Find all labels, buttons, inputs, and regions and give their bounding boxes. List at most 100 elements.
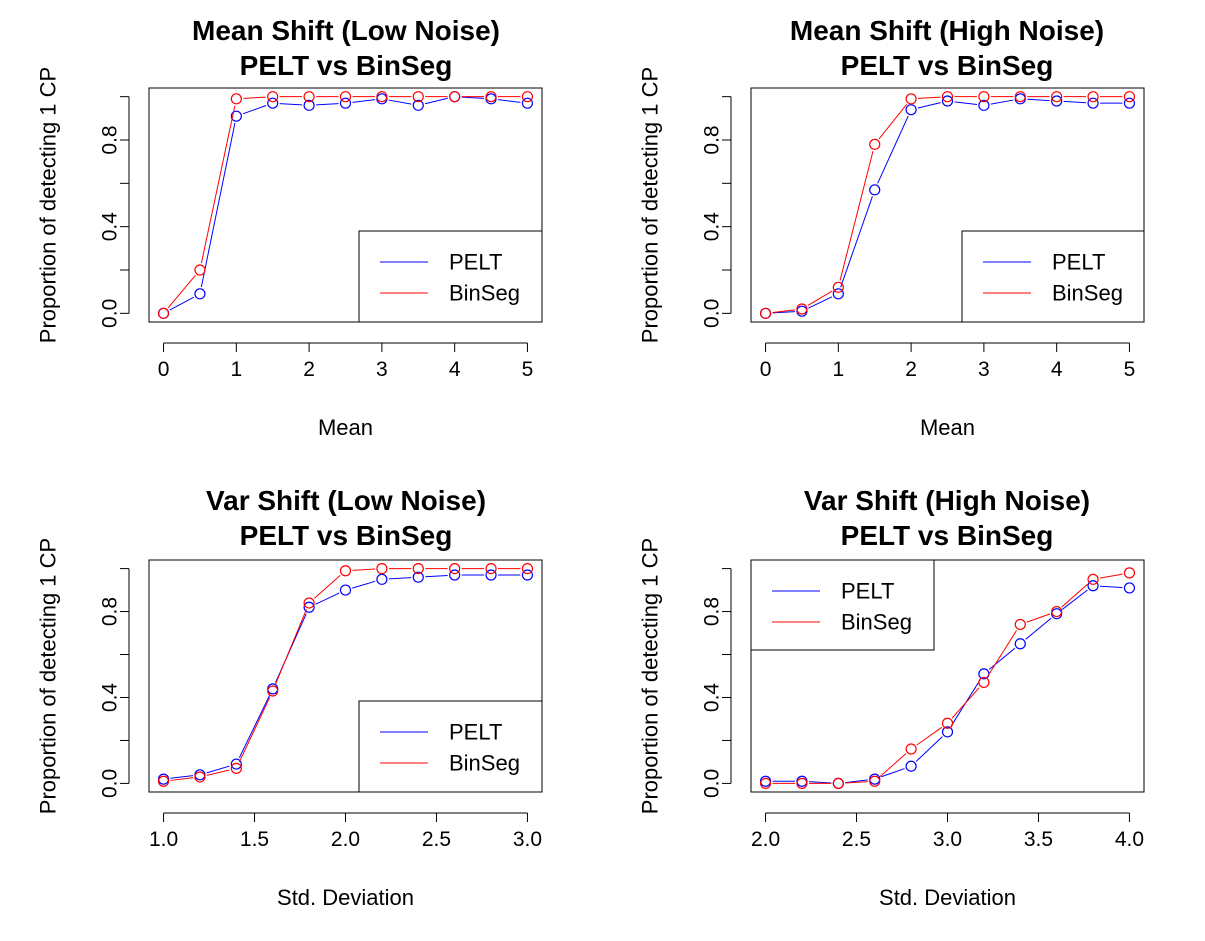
series-segment	[352, 568, 375, 571]
x-tick-label: 1.0	[149, 828, 178, 851]
x-tick-label: 1	[230, 358, 242, 381]
chart-panel-1: Mean Shift (Low Noise) PELT vs BinSeg 0 1 2 3…	[36, 15, 543, 440]
data-point	[1123, 91, 1136, 103]
series-segment	[954, 101, 977, 106]
data-point	[978, 676, 990, 689]
y-tick-label: 0.8	[701, 597, 724, 626]
data-point	[194, 288, 206, 300]
data-point	[796, 303, 808, 315]
data-point	[1087, 573, 1099, 585]
series-segment	[990, 99, 1014, 105]
x-tick-label: 5	[522, 358, 534, 381]
data-point	[376, 562, 388, 575]
plot-frame	[148, 559, 543, 793]
chart-title: Var Shift (High Noise)	[804, 485, 1090, 516]
legend: PELT BinSeg	[358, 230, 543, 323]
data-point	[869, 184, 881, 196]
data-point	[941, 95, 954, 107]
series-segment	[772, 311, 795, 314]
y-tick-label: 0.4	[99, 683, 122, 713]
series-segment	[917, 102, 941, 109]
y-axis-label: Proportion of detecting 1 CP	[638, 538, 663, 814]
legend-label: PELT	[1052, 250, 1105, 275]
data-point	[521, 569, 534, 581]
series-segment	[808, 781, 832, 784]
y-axis-label: Proportion of detecting 1 CP	[638, 67, 663, 343]
x-axis-label: Mean	[920, 415, 975, 440]
x-tick-label: 2.5	[422, 828, 451, 851]
x-tick-label: 4.0	[1115, 828, 1144, 851]
data-point	[412, 571, 424, 583]
legend-label: BinSeg	[449, 281, 520, 306]
series-segment	[424, 97, 448, 105]
data-point	[1014, 91, 1026, 103]
data-point	[485, 93, 497, 105]
data-point	[230, 93, 242, 105]
legend: PELT BinSeg	[750, 559, 935, 651]
series-segment	[881, 768, 905, 778]
data-point	[796, 775, 808, 787]
y-axis-label: Proportion of detecting 1 CP	[36, 67, 61, 343]
series-segment	[461, 96, 485, 99]
series-binseg	[759, 91, 1136, 319]
series-binseg	[157, 91, 534, 319]
data-point	[376, 93, 388, 105]
series-segment	[1100, 585, 1123, 589]
data-point	[1014, 93, 1026, 105]
data-point	[194, 264, 206, 276]
data-point	[267, 683, 279, 695]
x-axis-label: Std. Deviation	[879, 885, 1016, 910]
data-point	[1123, 97, 1136, 109]
x-tick-label: 2.0	[751, 828, 780, 851]
data-point	[1051, 91, 1063, 103]
data-point	[978, 91, 990, 103]
series-segment	[807, 290, 833, 306]
data-point	[759, 775, 772, 787]
y-tick-label: 0.0	[99, 769, 122, 798]
data-point	[376, 573, 388, 585]
series-segment	[951, 687, 980, 719]
series-segment	[352, 580, 376, 589]
series-segment	[878, 103, 908, 140]
plot-frame	[750, 87, 1145, 323]
x-tick-label: 4	[449, 358, 461, 381]
series-segment	[167, 275, 196, 309]
legend-box	[358, 700, 543, 793]
series-segment	[1063, 100, 1087, 104]
x-tick-label: 5	[1124, 358, 1136, 381]
data-point	[1051, 95, 1063, 107]
y-tick-label: 0.8	[701, 125, 724, 154]
series-segment	[315, 592, 340, 605]
data-point	[759, 307, 772, 319]
data-point	[303, 91, 315, 103]
data-point	[869, 138, 881, 150]
series-pelt	[759, 93, 1136, 319]
y-axis-label: Proportion of detecting 1 CP	[36, 538, 61, 814]
x-tick-label: 2.5	[842, 828, 871, 851]
y-tick-label: 0.4	[99, 212, 122, 242]
data-point	[978, 99, 990, 111]
data-point	[832, 281, 844, 293]
data-point	[832, 777, 844, 790]
data-point	[303, 601, 315, 613]
data-point	[905, 743, 917, 755]
y-tick-label: 0.4	[701, 212, 724, 242]
data-point	[1123, 567, 1136, 579]
series-segment	[279, 103, 303, 106]
series-binseg	[759, 567, 1136, 790]
series-segment	[388, 577, 412, 580]
y-tick-label: 0.4	[701, 683, 724, 713]
x-tick-label: 1	[832, 358, 844, 381]
chart-title: Mean Shift (High Noise)	[790, 15, 1104, 46]
data-point	[267, 91, 279, 103]
legend-label: PELT	[449, 720, 502, 745]
series-segment	[877, 115, 909, 184]
x-axis-label: Std. Deviation	[277, 885, 414, 910]
data-point	[485, 91, 497, 103]
chart-panel-2: Mean Shift (High Noise) PELT vs BinSeg 0 1 2…	[638, 15, 1145, 440]
data-point	[485, 569, 497, 581]
x-tick-label: 3.0	[933, 828, 962, 851]
data-point	[449, 91, 461, 103]
x-tick-label: 2	[303, 358, 315, 381]
